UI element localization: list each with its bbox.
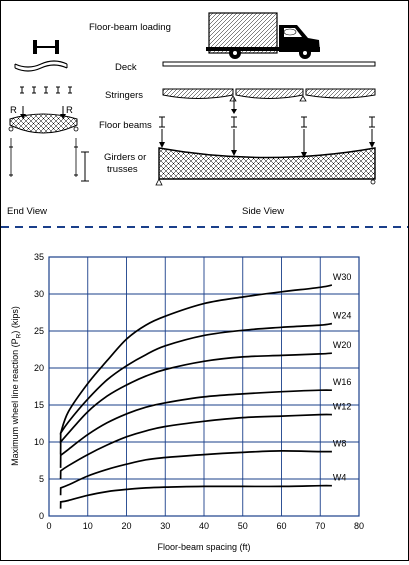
y-tick-label: 10: [34, 437, 44, 447]
y-tick-label: 25: [34, 326, 44, 336]
x-tick-label: 60: [276, 521, 286, 531]
y-tick-label: 35: [34, 252, 44, 262]
deck-shape: [14, 60, 376, 72]
series-line-w16: [59, 389, 332, 468]
label-side-view: Side View: [242, 206, 284, 217]
label-girders-line2: trusses: [107, 164, 138, 175]
stringers-side-view: [162, 88, 376, 102]
reaction-label-left: R: [10, 105, 17, 116]
girder-side-view: [155, 147, 376, 186]
plot-area: [48, 256, 360, 517]
bridge-diagram: Floor-beam loading Deck Stringers Floor …: [7, 12, 376, 217]
y-tick-label: 0: [39, 511, 44, 521]
label-deck: Deck: [115, 62, 137, 73]
axle-icon: [33, 40, 59, 54]
x-tick-label: 30: [160, 521, 170, 531]
series-label-w12: W12: [333, 402, 352, 412]
y-tick-label: 30: [34, 289, 44, 299]
x-tick-label: 70: [315, 521, 325, 531]
series-line-w24: [59, 322, 333, 444]
load-arrows: [159, 97, 375, 158]
series-label-w20: W20: [333, 340, 352, 350]
series-line-w4: [59, 484, 332, 509]
y-axis-label: Maximum wheel line reaction (PR) (kips): [10, 306, 23, 466]
x-tick-label: 20: [121, 521, 131, 531]
series-label-w8: W8: [333, 439, 347, 449]
x-tick-label: 0: [46, 521, 51, 531]
series-line-w30: [59, 284, 333, 435]
x-tick-label: 80: [354, 521, 364, 531]
series-line-w12: [59, 413, 332, 480]
x-tick-label: 40: [199, 521, 209, 531]
label-stringers: Stringers: [105, 90, 143, 101]
stringers-end-view: [20, 86, 72, 94]
floor-beam-end-view: R R: [8, 105, 79, 177]
series-label-w24: W24: [333, 311, 352, 321]
truck-icon: [206, 12, 320, 59]
x-axis-label: Floor-beam spacing (ft): [157, 542, 250, 552]
y-tick-label: 20: [34, 363, 44, 373]
label-floor-beam-loading: Floor-beam loading: [89, 22, 171, 33]
curves: W4 W8 W12 W16 W20 W24 W30: [59, 272, 352, 509]
label-end-view: End View: [7, 206, 47, 217]
series-line-w20: [59, 352, 332, 455]
axis-ticks: 0 10 20 30 40 50 60 70 80 0 5 10 15 20 25 30 35: [34, 252, 364, 531]
series-label-w4: W4: [333, 473, 347, 483]
series-label-w30: W30: [333, 272, 352, 282]
x-tick-label: 10: [83, 521, 93, 531]
y-tick-label: 5: [39, 474, 44, 484]
x-tick-label: 50: [238, 521, 248, 531]
floor-beam-side-symbols: [159, 116, 375, 128]
reaction-label-right: R: [66, 105, 73, 116]
girder-end-view: [81, 151, 89, 182]
y-tick-label: 15: [34, 400, 44, 410]
chart-grid: [48, 256, 360, 517]
series-label-w16: W16: [333, 377, 352, 387]
series-line-w8: [59, 450, 332, 496]
label-girders-line1: Girders or: [104, 152, 146, 163]
label-floor-beams: Floor beams: [99, 120, 152, 131]
